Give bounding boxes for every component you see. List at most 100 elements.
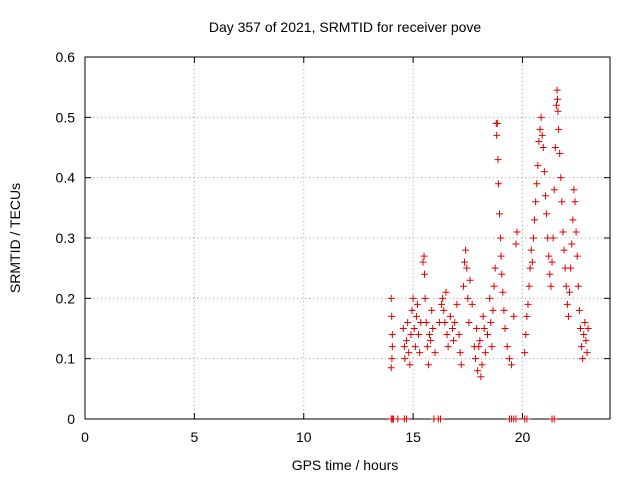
data-point: [533, 180, 541, 188]
data-point: [564, 312, 572, 320]
y-tick-label: 0.6: [56, 49, 76, 65]
grid-lines: [85, 57, 610, 419]
y-axis-label: SRMTID / TECUs: [7, 183, 23, 293]
data-point: [568, 240, 576, 248]
data-point: [522, 331, 530, 339]
y-tick-label: 0.3: [56, 230, 76, 246]
data-point: [476, 337, 484, 345]
data-point: [473, 325, 481, 332]
data-point: [427, 337, 435, 345]
data-point: [556, 150, 564, 158]
data-point: [581, 318, 589, 326]
data-point: [538, 131, 546, 139]
data-point: [474, 367, 482, 375]
data-point: [462, 246, 470, 254]
data-point: [493, 119, 501, 127]
data-point: [498, 270, 506, 278]
data-point: [388, 312, 396, 320]
data-point: [497, 252, 505, 260]
data-point: [443, 331, 451, 339]
data-point: [580, 331, 588, 339]
y-tick-label: 0.4: [56, 170, 76, 186]
data-point: [543, 210, 551, 218]
data-point: [446, 312, 454, 320]
data-point: [388, 343, 396, 351]
data-point: [431, 349, 439, 357]
data-point: [578, 343, 586, 351]
data-point: [479, 312, 487, 320]
data-point: [421, 294, 429, 302]
data-point: [569, 216, 577, 224]
data-point: [438, 300, 446, 308]
data-point: [387, 364, 395, 372]
data-point: [500, 306, 508, 314]
data-point: [387, 294, 395, 302]
data-point: [488, 343, 496, 351]
data-point: [571, 198, 579, 206]
data-points: [387, 86, 592, 423]
data-point: [550, 186, 558, 194]
data-point: [403, 415, 411, 423]
data-point: [513, 228, 521, 236]
data-point: [545, 252, 553, 260]
data-point: [552, 101, 560, 109]
data-point: [523, 312, 531, 320]
data-point: [575, 306, 583, 314]
x-axis-label: GPS time / hours: [292, 457, 399, 473]
x-tick-label: 0: [81, 429, 89, 445]
data-point: [419, 258, 427, 266]
data-point: [540, 168, 548, 176]
data-point: [553, 86, 561, 94]
data-point: [439, 294, 447, 302]
data-point: [428, 306, 436, 314]
data-point: [558, 198, 566, 206]
data-point: [421, 270, 428, 278]
data-point: [455, 331, 463, 339]
axis-ticks: 0 5 10 15 20 0 0.1 0.2 0.3 0.4 0.5 0.6: [56, 49, 610, 445]
data-point: [461, 258, 469, 266]
data-point: [484, 331, 491, 339]
data-point: [548, 258, 556, 266]
data-point: [416, 349, 424, 357]
data-point: [528, 258, 536, 266]
data-point: [415, 331, 423, 339]
data-point: [554, 95, 561, 103]
data-point: [491, 264, 499, 272]
data-point: [512, 240, 520, 248]
data-point: [388, 355, 396, 363]
data-point: [512, 415, 520, 423]
data-point: [549, 234, 557, 242]
data-point: [557, 174, 565, 182]
data-point: [534, 162, 542, 170]
data-point: [524, 300, 532, 308]
data-point: [388, 331, 396, 339]
data-point: [436, 415, 444, 423]
data-point: [481, 349, 489, 357]
data-point: [562, 282, 570, 290]
data-point: [449, 325, 456, 332]
data-point: [471, 355, 479, 363]
data-point: [570, 186, 578, 194]
data-point: [576, 325, 584, 332]
data-point: [525, 282, 533, 290]
data-point: [503, 343, 511, 351]
data-point: [410, 325, 418, 332]
data-point: [583, 349, 591, 357]
x-tick-label: 10: [296, 429, 312, 445]
data-point: [403, 337, 411, 345]
data-point: [527, 246, 535, 254]
data-point: [547, 282, 555, 290]
data-point: [429, 325, 437, 332]
data-point: [404, 318, 412, 326]
data-point: [496, 210, 504, 218]
data-point: [457, 361, 465, 369]
data-point: [423, 343, 431, 351]
y-tick-label: 0: [67, 411, 75, 427]
data-point: [499, 288, 507, 296]
data-point: [406, 361, 414, 369]
data-point: [490, 282, 498, 290]
data-point: [505, 355, 513, 363]
data-point: [444, 343, 452, 351]
data-point: [523, 415, 531, 423]
